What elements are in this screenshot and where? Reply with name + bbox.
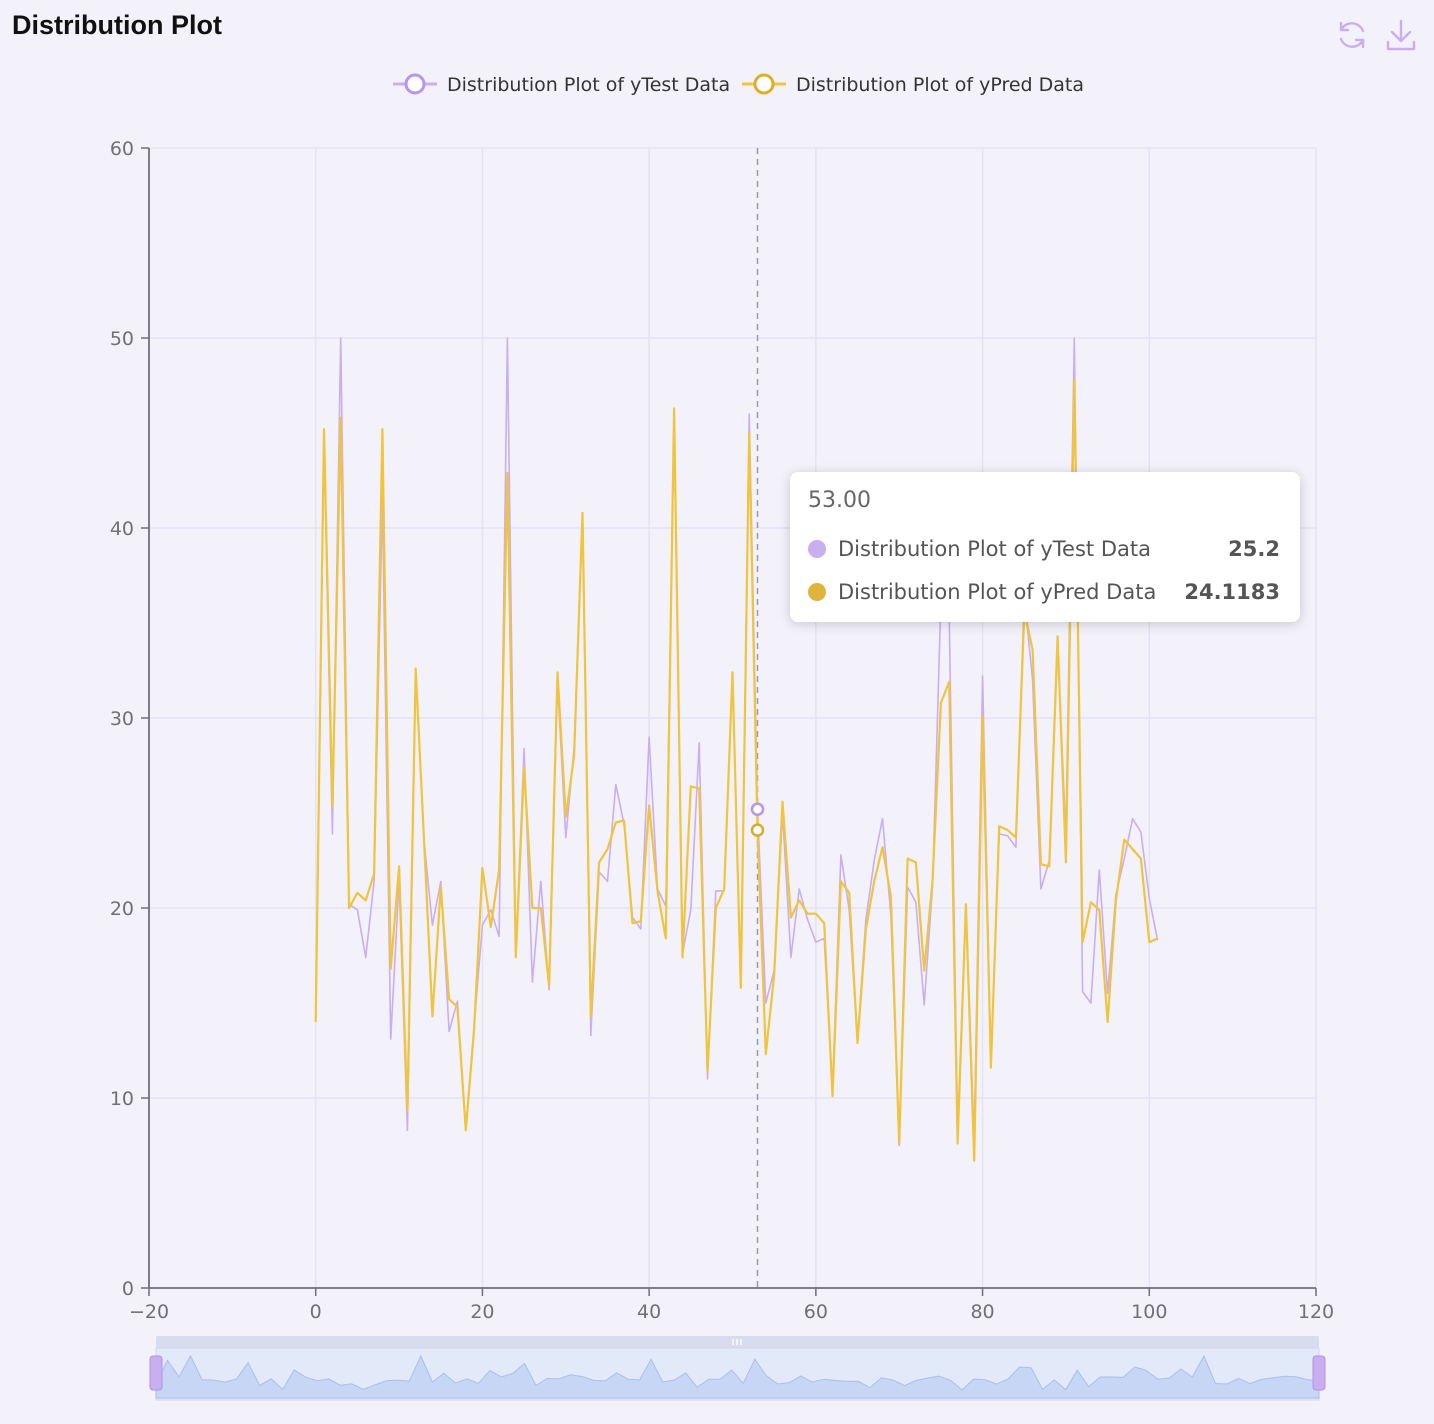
tooltip: 53.00 Distribution Plot of yTest Data 25… (790, 472, 1300, 622)
zoom-handle-left[interactable] (149, 1355, 163, 1391)
y-tick-label: 50 (110, 328, 134, 350)
tooltip-series-name: Distribution Plot of yPred Data (838, 579, 1157, 604)
refresh-icon[interactable] (1335, 18, 1369, 52)
y-tick-label: 30 (110, 708, 134, 730)
data-zoom-slider[interactable] (149, 1336, 1326, 1401)
legend-item-ytest[interactable]: Distribution Plot of yTest Data (393, 73, 730, 96)
hover-markers (750, 802, 765, 837)
download-icon[interactable] (1384, 18, 1418, 52)
legend-circle-icon (753, 73, 775, 95)
tooltip-series-value: 24.1183 (1184, 579, 1280, 604)
zoom-handle-right[interactable] (1312, 1355, 1326, 1391)
tooltip-series-name: Distribution Plot of yTest Data (838, 536, 1151, 561)
ypred-series-line (314, 378, 1159, 1162)
x-tick-label: 0 (310, 1301, 322, 1323)
x-tick-label: 120 (1298, 1301, 1334, 1323)
legend-circle-icon (404, 73, 426, 95)
x-tick-label: 60 (804, 1301, 828, 1323)
y-tick-label: 10 (110, 1088, 134, 1110)
tooltip-row-ytest: Distribution Plot of yTest Data 25.2 (808, 527, 1280, 570)
ytest-hover-point (750, 802, 765, 816)
x-tick-label: −20 (129, 1301, 169, 1323)
y-tick-label: 40 (110, 518, 134, 540)
grid (149, 147, 1317, 1288)
zoom-preview-area (155, 1354, 1320, 1399)
y-tick-label: 0 (122, 1278, 134, 1300)
ytest-series-line (314, 337, 1159, 1147)
y-tick-label: 20 (110, 898, 134, 920)
legend-item-ypred[interactable]: Distribution Plot of yPred Data (742, 73, 1084, 96)
tooltip-header: 53.00 (808, 488, 871, 513)
x-tick-label: 100 (1131, 1301, 1167, 1323)
ypred-dot-icon (808, 582, 826, 601)
legend[interactable]: Distribution Plot of yTest Data Distribut… (393, 73, 1084, 96)
ytest-dot-icon (808, 539, 826, 558)
tooltip-series-value: 25.2 (1228, 536, 1280, 561)
series (314, 337, 1159, 1162)
legend-label: Distribution Plot of yTest Data (447, 74, 730, 96)
ypred-hover-point (750, 823, 765, 837)
legend-label: Distribution Plot of yPred Data (796, 74, 1084, 96)
chart-title: Distribution Plot (12, 10, 222, 40)
y-tick-label: 60 (110, 138, 134, 160)
x-tick-label: 40 (637, 1301, 661, 1323)
x-tick-label: 20 (470, 1301, 494, 1323)
tooltip-row-ypred: Distribution Plot of yPred Data 24.1183 (808, 570, 1280, 613)
x-tick-label: 80 (970, 1301, 994, 1323)
